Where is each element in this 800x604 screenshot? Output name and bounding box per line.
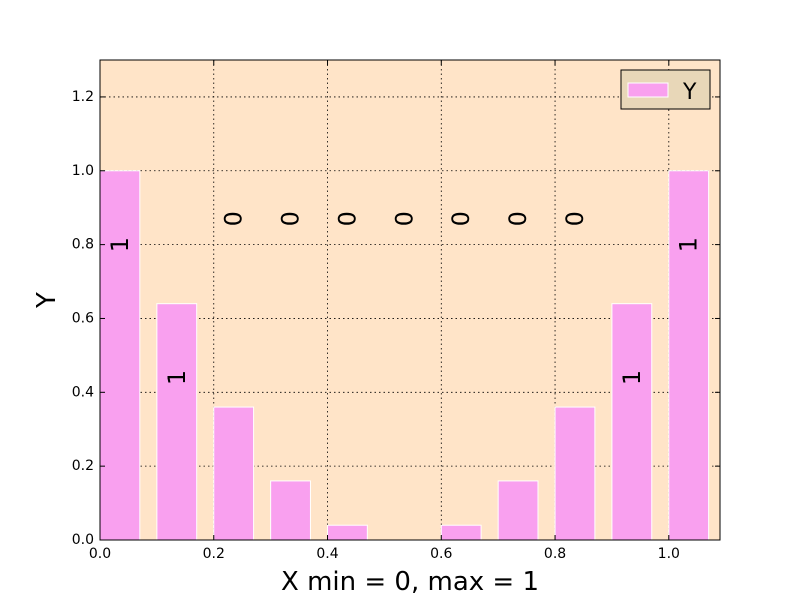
legend-label: Y — [682, 80, 697, 105]
bar-annotation: 0 — [220, 211, 248, 226]
x-tick-label: 1.0 — [658, 546, 680, 562]
bar-annotations: 1 1 0 0 0 0 0 0 0 1 1 — [106, 211, 703, 385]
x-tick-label: 0.4 — [316, 546, 338, 562]
bar-annotation: 0 — [333, 211, 361, 226]
bar — [270, 480, 311, 541]
bar-annotation: 0 — [277, 211, 305, 226]
bar-annotation: 1 — [163, 370, 191, 385]
y-axis-label: Y — [32, 292, 62, 309]
bar-annotation: 0 — [447, 211, 475, 226]
x-tick-label: 0.6 — [430, 546, 452, 562]
bar — [497, 480, 539, 541]
x-tick-label: 0.8 — [544, 546, 566, 562]
bar-annotation: 1 — [106, 237, 134, 252]
bar — [156, 303, 198, 541]
bar-annotation: 1 — [675, 237, 703, 252]
bar-annotation: 0 — [390, 211, 418, 226]
bars — [99, 170, 710, 541]
bar — [327, 524, 368, 541]
y-tick-label: 0.6 — [72, 310, 94, 326]
plot-frame — [99, 59, 721, 541]
bar — [99, 170, 141, 541]
bar — [213, 406, 255, 541]
y-tick-label: 0.4 — [72, 384, 94, 400]
x-tick-label: 0.2 — [203, 546, 225, 562]
y-tick-label: 1.2 — [72, 89, 94, 105]
x-axis-label: X min = 0, max = 1 — [281, 567, 539, 597]
bar — [440, 524, 482, 541]
x-tick-label: 0.0 — [89, 546, 111, 562]
axis-ticks: 0.0 0.2 0.4 0.6 0.8 1.0 0.0 0.2 0.4 0.6 0.8 1.0 1.2 — [72, 60, 720, 562]
legend-swatch — [627, 82, 669, 98]
bar — [554, 406, 596, 541]
legend: Y — [620, 69, 711, 110]
y-tick-label: 0.8 — [72, 237, 94, 253]
bar-annotation: 0 — [561, 211, 589, 226]
y-tick-label: 0.2 — [72, 458, 94, 474]
bar-annotation: 0 — [504, 211, 532, 226]
bar — [668, 170, 710, 541]
y-tick-label: 1.0 — [72, 163, 94, 179]
bar-annotation: 1 — [618, 370, 646, 385]
y-tick-label: 0.0 — [72, 532, 94, 548]
bar — [611, 303, 653, 541]
